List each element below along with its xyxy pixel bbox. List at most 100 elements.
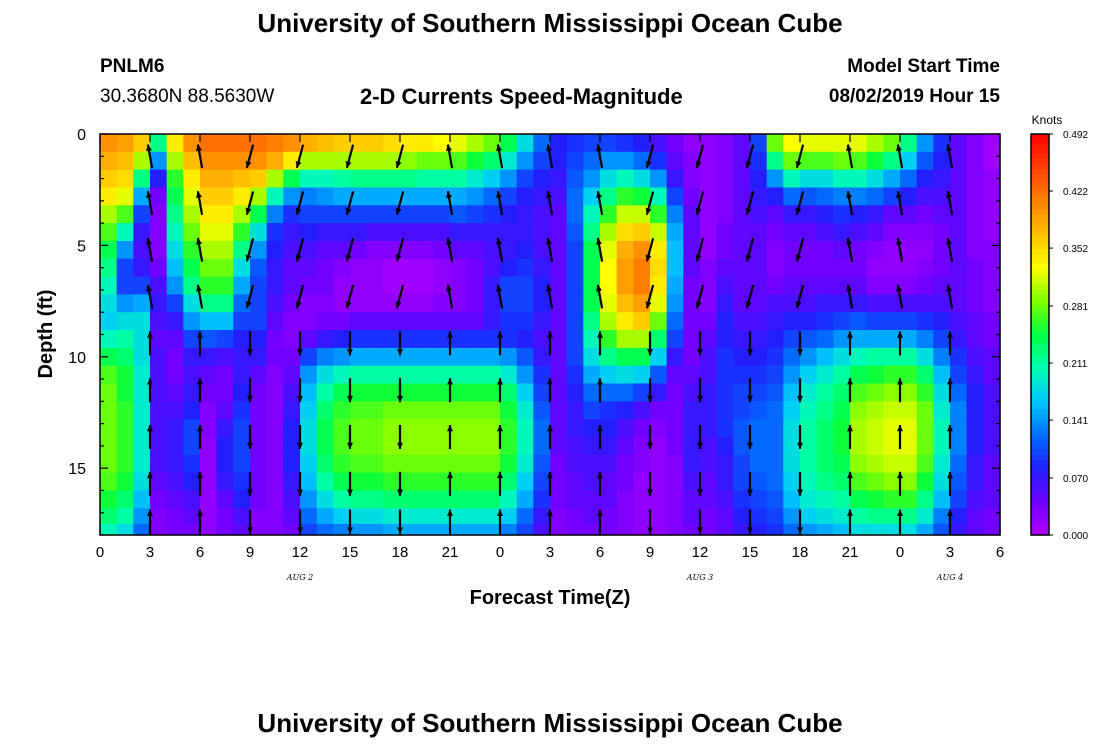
heatmap-cell	[133, 240, 151, 260]
heatmap-cell	[383, 240, 401, 260]
colorbar-swatch	[1031, 149, 1049, 155]
heatmap-cell	[583, 454, 601, 474]
heatmap-cell	[716, 508, 734, 525]
heatmap-cell	[966, 347, 984, 367]
heatmap-cell	[433, 490, 451, 509]
heatmap-cell	[366, 454, 384, 474]
heatmap-cell	[483, 258, 501, 278]
heatmap-cell	[350, 134, 368, 153]
heatmap-cell	[900, 523, 918, 536]
heatmap-cell	[516, 365, 534, 385]
heatmap-cell	[766, 312, 784, 331]
heatmap-cell	[750, 330, 768, 349]
heatmap-cell	[783, 330, 801, 349]
heatmap-cell	[833, 419, 851, 438]
heatmap-cell	[166, 436, 184, 456]
current-vector-arrow	[695, 284, 705, 309]
heatmap-cell	[133, 383, 151, 402]
heatmap-cell	[350, 523, 368, 536]
heatmap-cell	[516, 258, 534, 278]
colorbar-swatch	[1031, 219, 1049, 225]
heatmap-cell	[833, 258, 851, 278]
heatmap-cell	[200, 347, 218, 367]
heatmap-cell	[466, 490, 484, 509]
heatmap-cell	[183, 472, 201, 492]
heatmap-cell	[466, 419, 484, 438]
colorbar-swatch	[1031, 374, 1049, 381]
heatmap-cell	[416, 330, 434, 349]
current-vector-arrow	[497, 425, 503, 449]
heatmap-cell	[516, 383, 534, 402]
heatmap-cell	[650, 523, 668, 536]
heatmap-cell	[183, 240, 201, 260]
heatmap-cell	[633, 294, 651, 313]
heatmap-cell	[700, 240, 718, 260]
current-vector-arrow	[897, 471, 903, 496]
heatmap-cell	[200, 472, 218, 492]
heatmap-cell	[500, 454, 518, 474]
heatmap-cell	[100, 205, 118, 224]
heatmap-cell	[533, 454, 551, 474]
heatmap-cell	[233, 240, 251, 260]
heatmap-cell	[450, 365, 468, 385]
heatmap-cell	[416, 258, 434, 278]
heatmap-cell	[133, 436, 151, 456]
heatmap-cell	[416, 347, 434, 367]
heatmap-cell	[283, 419, 301, 438]
heatmap-cell	[866, 419, 884, 438]
heatmap-cell	[416, 454, 434, 474]
heatmap-cell	[900, 472, 918, 492]
heatmap-cell	[983, 523, 1001, 536]
heatmap-cell	[133, 472, 151, 492]
heatmap-cell	[533, 294, 551, 313]
heatmap-cell	[250, 508, 268, 525]
heatmap-cell	[683, 276, 701, 295]
heatmap-cell	[383, 523, 401, 536]
heatmap-cell	[666, 472, 684, 492]
x-tick-label: 6	[596, 544, 604, 561]
current-vector-arrow	[695, 144, 705, 169]
heatmap-cell	[933, 365, 951, 385]
heatmap-cell	[266, 508, 284, 525]
heatmap-cell	[283, 436, 301, 456]
heatmap-cell	[750, 472, 768, 492]
heatmap-cell	[683, 436, 701, 456]
heatmap-cell	[116, 401, 134, 420]
heatmap-cell	[266, 205, 284, 224]
heatmap-cell	[416, 294, 434, 313]
current-vector-arrow	[147, 378, 153, 403]
heatmap-cell	[950, 472, 968, 492]
heatmap-cell	[600, 347, 618, 367]
heatmap-cell	[283, 223, 301, 242]
heatmap-cell	[566, 223, 584, 242]
heatmap-cell	[983, 490, 1001, 509]
heatmap-cell	[900, 312, 918, 331]
heatmap-cell	[716, 330, 734, 349]
x-tick-label: 15	[742, 544, 759, 561]
colorbar-swatch	[1031, 324, 1049, 331]
current-vector-arrow	[897, 378, 903, 403]
heatmap-cell	[683, 508, 701, 525]
heatmap-cell	[650, 151, 668, 171]
heatmap-cell	[333, 294, 351, 313]
heatmap-cell	[266, 330, 284, 349]
heatmap-cell	[266, 151, 284, 171]
heatmap-cell	[750, 134, 768, 153]
heatmap-cell	[116, 365, 134, 385]
colorbar-swatch	[1031, 519, 1049, 526]
heatmap-cell	[800, 134, 818, 153]
heatmap-cell	[666, 330, 684, 349]
x-tick-label: 21	[842, 544, 859, 561]
heatmap-cell	[100, 240, 118, 260]
heatmap-cell	[783, 240, 801, 260]
heatmap-cell	[800, 401, 818, 420]
heatmap-cell	[766, 330, 784, 349]
current-vector-arrow	[645, 238, 655, 262]
heatmap-cell	[350, 330, 368, 349]
colorbar-swatch	[1031, 319, 1049, 326]
heatmap-cell	[333, 187, 351, 206]
heatmap-cell	[650, 330, 668, 349]
heatmap-cell	[700, 312, 718, 331]
heatmap-cell	[650, 490, 668, 509]
heatmap-cell	[400, 490, 418, 509]
